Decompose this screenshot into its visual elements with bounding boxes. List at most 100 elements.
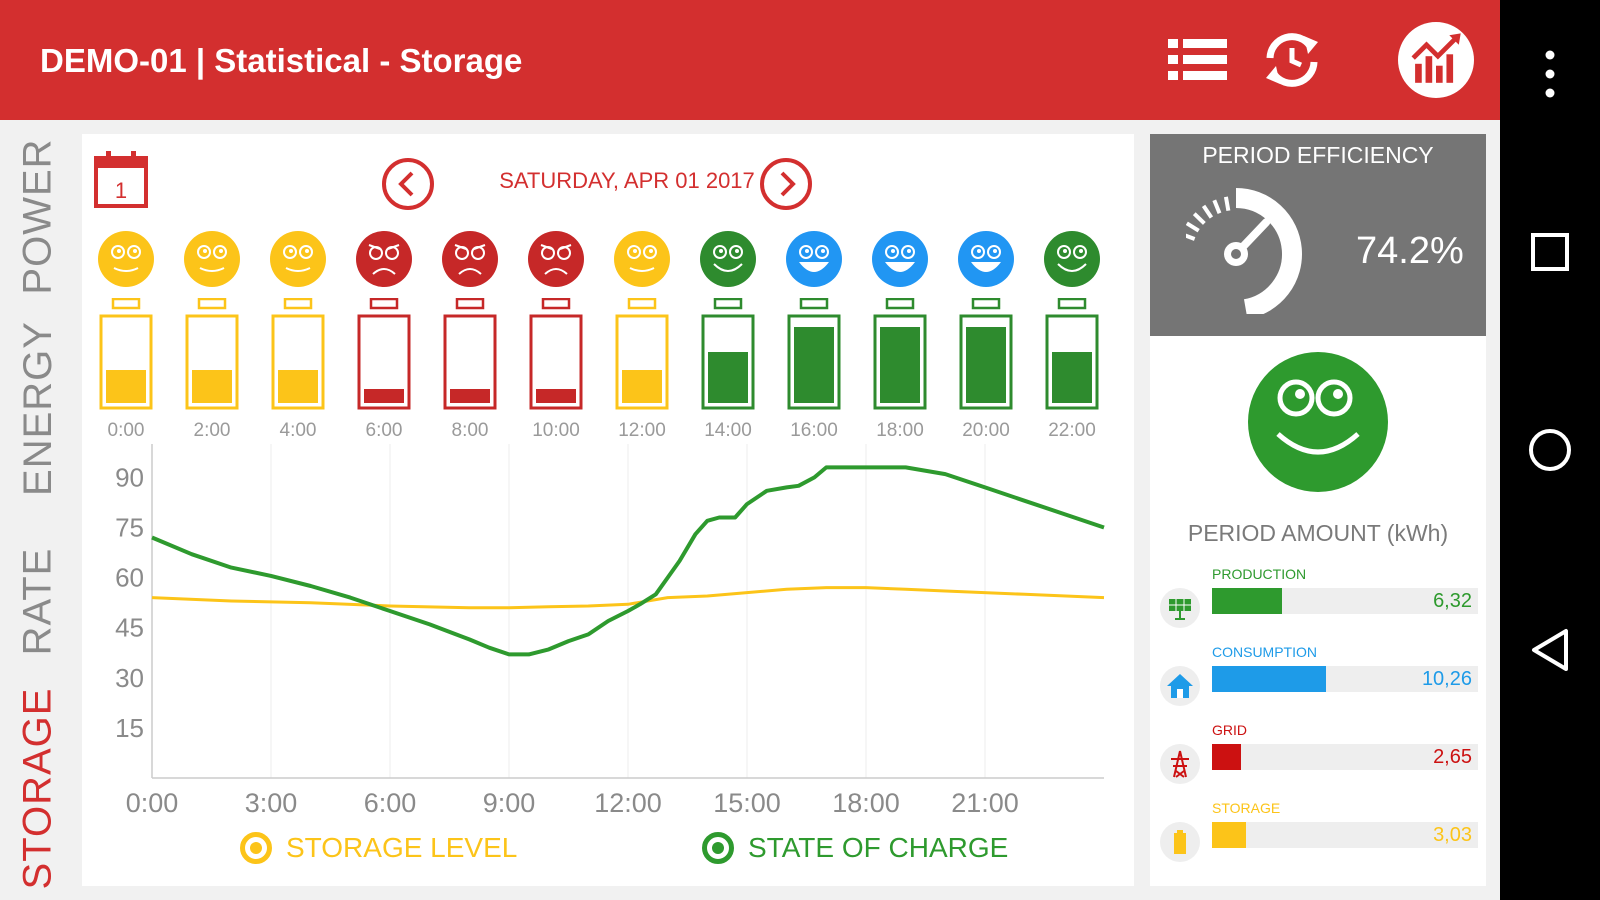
list-button[interactable] [1160,22,1236,98]
slot-time-label: 18:00 [876,420,924,441]
time-slot: 22:00 [1028,224,1116,444]
x-tick-label: 15:00 [713,788,781,818]
tab-storage[interactable]: STORAGE [15,687,60,889]
x-tick-label: 21:00 [951,788,1019,818]
summary-panel: PERIOD EFFICIENCY 74.2% PERIOD AMOUNT (k… [1150,134,1486,886]
battery-icon [1045,298,1099,410]
amount-label: CONSUMPTION [1212,644,1317,660]
recents-button[interactable] [1520,222,1580,282]
back-triangle-icon [1532,629,1568,671]
slot-time-label: 4:00 [279,420,317,441]
chevron-right-icon [760,158,812,210]
amount-label: PRODUCTION [1212,566,1307,582]
tab-energy[interactable]: ENERGY [15,320,60,496]
period-amount-title: PERIOD AMOUNT (kWh) [1187,520,1449,546]
amount-value: 6,32 [1433,590,1472,612]
gauge-icon [1186,188,1302,314]
main-panel: 1 SATURDAY, APR 01 2017 0:00 2:00 4:00 6:00… [82,134,1134,886]
battery-icon [185,298,239,410]
page-title: DEMO-01 | Statistical - Storage [40,42,523,79]
slot-time-label: 20:00 [962,420,1010,441]
hourly-status-row: 0:00 2:00 4:00 6:00 8:00 10:00 12:00 14:00 16:00… [82,224,1134,444]
previous-day-button[interactable] [380,156,436,212]
time-slot: 14:00 [684,224,772,444]
slot-time-label: 2:00 [193,420,231,441]
legend-label: STATE OF CHARGE [748,832,1009,863]
neutral-face-icon [614,231,670,287]
statistics-button[interactable] [1398,22,1474,98]
house-icon [1160,666,1200,706]
sad-face-icon [442,231,498,287]
very-happy-face-icon [872,231,928,287]
chart-icon [1398,22,1474,98]
efficiency-value: 74.2% [1356,230,1464,272]
legend-marker [240,832,272,864]
x-tick-label: 3:00 [245,788,298,818]
time-slot: 0:00 [82,224,170,444]
amount-bar: 2,65 [1212,744,1478,770]
sad-face-icon [356,231,412,287]
legend-label: STORAGE LEVEL [286,832,518,863]
amount-row-storage: STORAGE 3,03 [1150,800,1486,870]
amount-value: 3,03 [1433,824,1472,846]
battery-icon [357,298,411,410]
amount-bar: 3,03 [1212,822,1478,848]
battery-icon [1160,822,1200,862]
selected-date: SATURDAY, APR 01 2017 [499,168,755,193]
slot-time-label: 16:00 [790,420,838,441]
tab-rate[interactable]: RATE [15,547,60,655]
battery-icon [615,298,669,410]
slot-time-label: 0:00 [107,420,145,441]
time-slot: 20:00 [942,224,1030,444]
overflow-menu-button[interactable] [1520,44,1580,104]
neutral-face-icon [184,231,240,287]
time-slot: 16:00 [770,224,858,444]
amount-bar: 6,32 [1212,588,1478,614]
solar-panel-icon [1160,588,1200,628]
amount-bar: 10,26 [1212,666,1478,692]
x-tick-label: 9:00 [483,788,536,818]
x-tick-label: 6:00 [364,788,417,818]
battery-icon [271,298,325,410]
refresh-clock-icon [1266,33,1318,87]
y-tick-label: 45 [115,613,144,643]
back-button[interactable] [1520,620,1580,680]
amount-bar-fill [1212,744,1241,770]
happy-face-icon [700,231,756,287]
next-day-button[interactable] [758,156,814,212]
amount-row-consumption: CONSUMPTION 10,26 [1150,644,1486,714]
chart-legend: STORAGE LEVEL STATE OF CHARGE [82,824,1134,874]
very-happy-face-icon [786,231,842,287]
tab-power[interactable]: POWER [15,137,60,295]
amount-label: GRID [1212,722,1247,738]
slot-time-label: 12:00 [618,420,666,441]
battery-icon [959,298,1013,410]
battery-icon [701,298,755,410]
x-tick-label: 0:00 [126,788,179,818]
amount-bar-fill [1212,822,1246,848]
amount-row-grid: GRID 2,65 [1150,722,1486,792]
battery-icon [787,298,841,410]
storage-line-chart: 15 30 45 60 75 90 0:00 3:00 6:00 9:00 12:00 15:00 18… [115,444,1105,818]
refresh-button[interactable] [1254,22,1330,98]
time-slot: 10:00 [512,224,600,444]
calendar-day: 1 [115,178,127,203]
slot-time-label: 8:00 [451,420,489,441]
amount-label: STORAGE [1212,800,1281,816]
time-slot: 18:00 [856,224,944,444]
more-vertical-icon [1545,50,1555,98]
home-button[interactable] [1520,420,1580,480]
very-happy-face-icon [958,231,1014,287]
calendar-button[interactable]: 1 [94,150,148,208]
amount-row-production: PRODUCTION 6,32 [1150,566,1486,636]
time-slot: 8:00 [426,224,514,444]
legend-state-of-charge[interactable]: STATE OF CHARGE [702,832,1008,864]
app-window: DEMO-01 | Statistical - Storage [0,0,1500,900]
legend-marker [702,832,734,864]
app-bar: DEMO-01 | Statistical - Storage [0,0,1500,120]
time-slot: 12:00 [598,224,686,444]
period-happy-face-icon [1248,352,1388,492]
circle-icon [1529,429,1571,471]
legend-storage-level[interactable]: STORAGE LEVEL [240,832,517,864]
efficiency-title: PERIOD EFFICIENCY [1202,142,1434,168]
